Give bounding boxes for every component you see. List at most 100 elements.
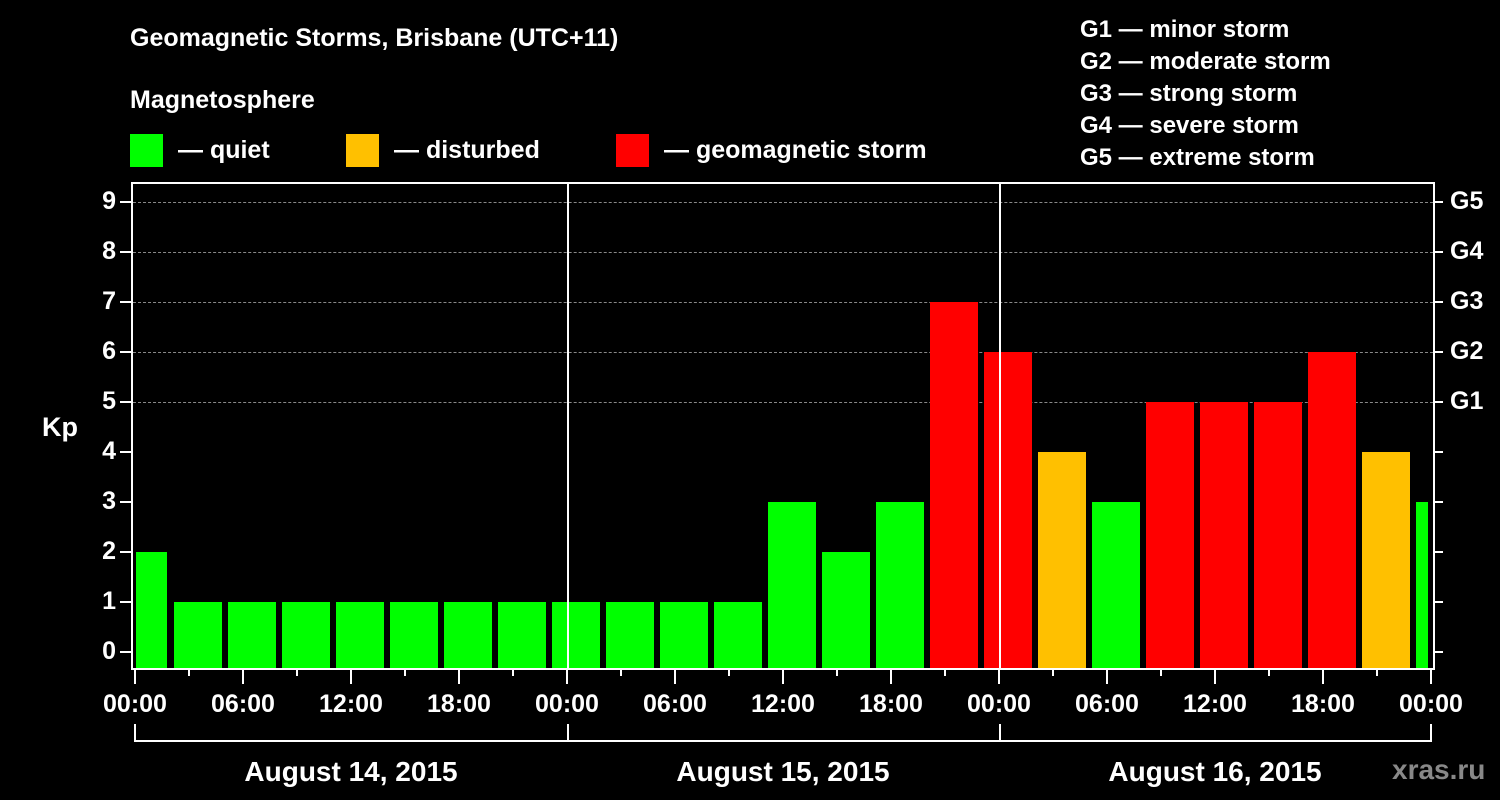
disturbed-swatch-icon — [346, 134, 379, 167]
g3-legend: G3 — strong storm — [1080, 80, 1298, 107]
x-tick — [134, 668, 136, 684]
kp-bar — [606, 602, 654, 668]
x-tick — [890, 668, 892, 684]
y-axis-label: Kp — [42, 412, 78, 442]
x-tick — [674, 668, 676, 684]
y-tick — [120, 351, 131, 353]
date-bracket-end — [134, 724, 136, 742]
kp-bar — [390, 602, 438, 668]
x-tick — [188, 668, 190, 676]
x-tick — [728, 668, 730, 676]
y-tick — [120, 501, 131, 503]
x-tick — [1052, 668, 1054, 676]
right-tick — [1433, 401, 1443, 403]
chart-title: Geomagnetic Storms, Brisbane (UTC+11) — [130, 24, 619, 52]
right-tick — [1433, 251, 1443, 253]
gridline-kp-7 — [133, 302, 1433, 303]
x-tick-label: 06:00 — [643, 690, 707, 718]
y-tick-label: 7 — [102, 287, 116, 315]
x-tick — [1160, 668, 1162, 676]
legend-storm: — geomagnetic storm — [616, 134, 927, 167]
y-tick-label: 5 — [102, 387, 116, 415]
right-tick — [1433, 451, 1443, 453]
x-tick — [242, 668, 244, 684]
day-divider — [567, 182, 569, 668]
kp-bar — [1254, 402, 1302, 668]
x-tick-label: 12:00 — [319, 690, 383, 718]
gridline-kp-5 — [133, 402, 1433, 403]
kp-bar — [444, 602, 492, 668]
y-tick — [120, 451, 131, 453]
x-tick-label: 18:00 — [859, 690, 923, 718]
y-tick-label: 4 — [102, 437, 116, 465]
kp-bar — [822, 552, 870, 668]
g-scale-label: G1 — [1450, 387, 1484, 415]
date-bracket-end — [567, 724, 569, 742]
kp-bar — [1146, 402, 1194, 668]
date-label: August 16, 2015 — [1108, 756, 1322, 787]
x-tick-label: 12:00 — [1183, 690, 1247, 718]
legend-disturbed: — disturbed — [346, 134, 540, 167]
date-label: August 14, 2015 — [244, 756, 458, 787]
kp-bar — [336, 602, 384, 668]
x-tick — [836, 668, 838, 676]
right-tick — [1433, 351, 1443, 353]
x-tick — [566, 668, 568, 684]
y-tick-label: 9 — [102, 187, 116, 215]
x-tick — [1430, 668, 1432, 684]
y-tick-label: 2 — [102, 537, 116, 565]
x-tick-label: 06:00 — [211, 690, 275, 718]
x-tick — [1106, 668, 1108, 684]
y-tick-label: 1 — [102, 587, 116, 615]
right-tick — [1433, 501, 1443, 503]
kp-bar — [1308, 352, 1356, 668]
kp-bar — [498, 602, 546, 668]
right-tick — [1433, 551, 1443, 553]
x-tick — [620, 668, 622, 676]
legend-quiet-label: — quiet — [178, 136, 270, 164]
date-bracket-end — [999, 724, 1001, 742]
y-tick — [120, 201, 131, 203]
quiet-swatch-icon — [130, 134, 163, 167]
y-tick — [120, 401, 131, 403]
kp-bar — [1200, 402, 1248, 668]
x-tick — [404, 668, 406, 676]
kp-bar — [1092, 502, 1140, 668]
legend-storm-label: — geomagnetic storm — [664, 136, 927, 164]
kp-bar — [174, 602, 222, 668]
gridline-kp-9 — [133, 202, 1433, 203]
x-tick-label: 00:00 — [967, 690, 1031, 718]
x-tick-label: 18:00 — [1291, 690, 1355, 718]
date-label: August 15, 2015 — [676, 756, 890, 787]
x-tick — [458, 668, 460, 684]
kp-bar — [1416, 502, 1428, 668]
g-scale-label: G2 — [1450, 337, 1484, 365]
kp-bar — [552, 602, 600, 668]
y-tick-label: 6 — [102, 337, 116, 365]
y-tick — [120, 551, 131, 553]
y-tick-label: 3 — [102, 487, 116, 515]
day-divider — [999, 182, 1001, 668]
kp-bar — [984, 352, 1032, 668]
g2-legend: G2 — moderate storm — [1080, 48, 1331, 75]
kp-bar — [136, 552, 167, 668]
g-scale-legend: G1 — minor storm G2 — moderate storm G3 … — [1080, 14, 1331, 174]
y-tick-label: 8 — [102, 237, 116, 265]
date-bracket-end — [1430, 724, 1432, 742]
date-bracket — [134, 740, 1432, 742]
x-tick — [512, 668, 514, 676]
legend-disturbed-label: — disturbed — [394, 136, 540, 164]
x-tick — [1268, 668, 1270, 676]
x-tick-label: 00:00 — [535, 690, 599, 718]
kp-bar — [714, 602, 762, 668]
right-tick — [1433, 301, 1443, 303]
kp-bar — [228, 602, 276, 668]
x-tick — [296, 668, 298, 676]
storm-swatch-icon — [616, 134, 649, 167]
kp-bar — [1038, 452, 1086, 668]
x-tick — [998, 668, 1000, 684]
plot-frame — [131, 182, 1435, 670]
x-tick-label: 00:00 — [1399, 690, 1463, 718]
g-scale-label: G3 — [1450, 287, 1484, 315]
gridline-kp-8 — [133, 252, 1433, 253]
